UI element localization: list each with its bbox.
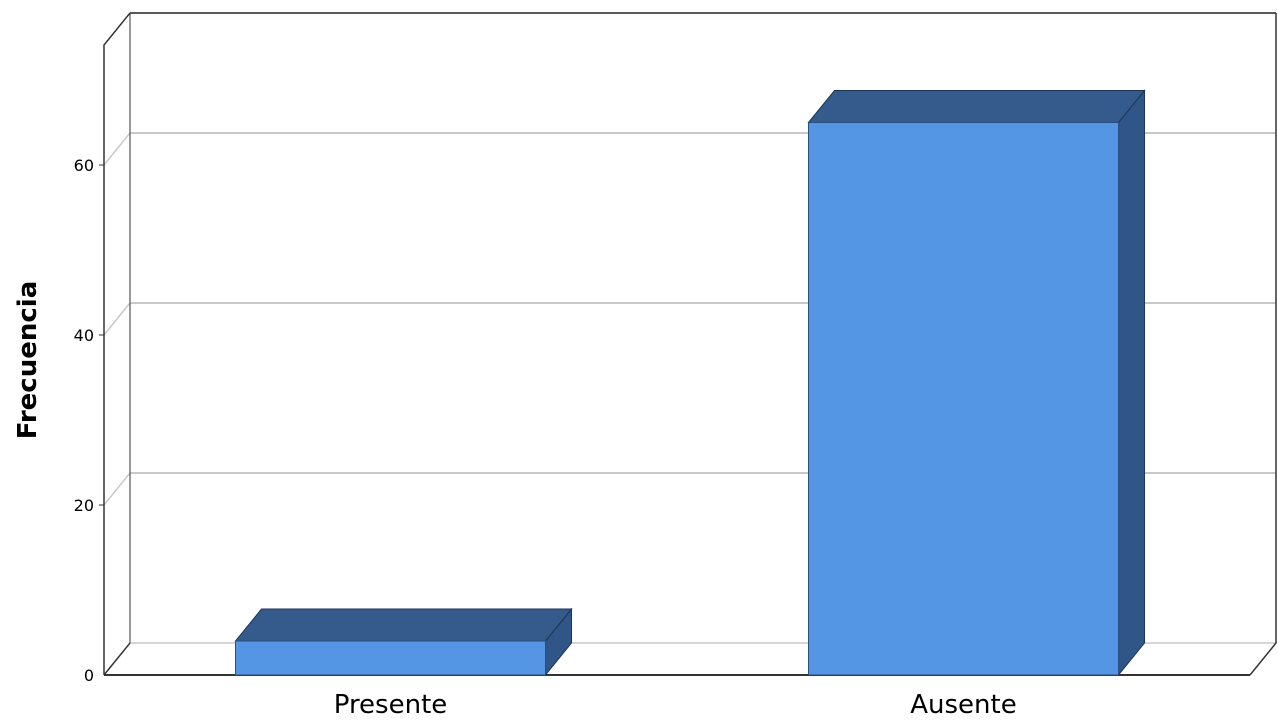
- y-tick-label: 40: [74, 326, 94, 345]
- bars-layer: [234, 89, 1146, 677]
- x-category-label: Presente: [334, 690, 448, 720]
- y-tick-label: 60: [74, 156, 94, 175]
- bar-top: [807, 90, 1146, 123]
- y-axis-label: Frecuencia: [13, 281, 43, 440]
- x-category-label: Ausente: [910, 690, 1016, 720]
- gridline-wall: [103, 472, 131, 506]
- y-tick-label: 20: [74, 496, 94, 515]
- bar: [807, 89, 1146, 677]
- floor-left-edge: [103, 642, 131, 676]
- gridline-wall: [103, 132, 131, 166]
- bar-front: [235, 640, 546, 676]
- y-axis-ticks: 0 20 40 60: [74, 156, 104, 685]
- floor-right-edge: [1249, 13, 1277, 676]
- bar-top: [234, 608, 573, 642]
- y-axis-line: [103, 12, 131, 675]
- bar: [234, 607, 573, 677]
- y-tick-label: 0: [84, 666, 94, 685]
- x-axis-categories: Presente Ausente: [334, 690, 1017, 720]
- bar-front: [808, 122, 1119, 676]
- gridline-wall: [103, 302, 131, 336]
- bar-side: [1118, 89, 1145, 677]
